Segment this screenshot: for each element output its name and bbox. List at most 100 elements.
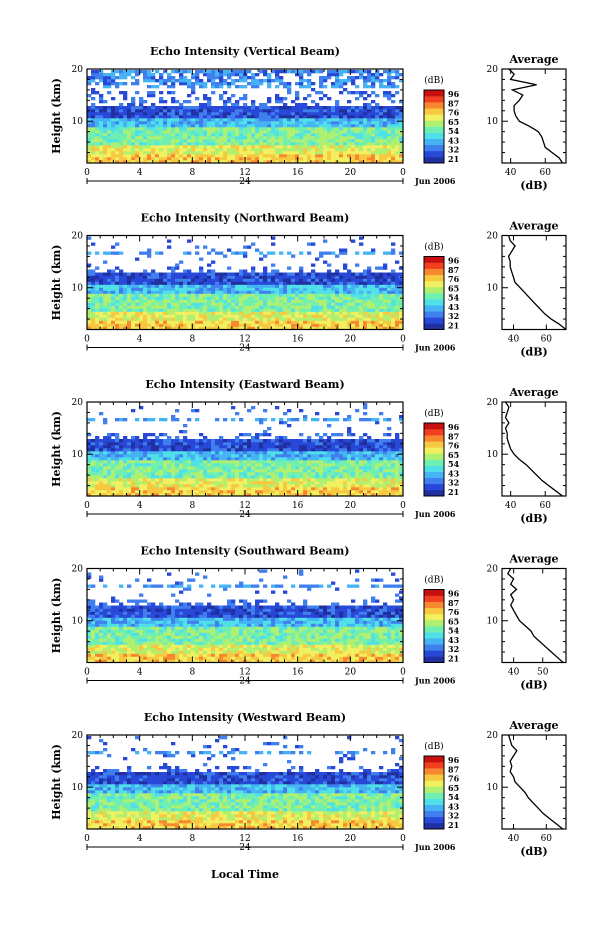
heatmap-cell [395, 115, 400, 119]
heatmap-cell [379, 478, 384, 482]
heatmap-cell [103, 466, 108, 470]
heatmap-cell [223, 308, 228, 312]
heatmap-cell [119, 70, 124, 74]
heatmap-cell [287, 287, 292, 291]
heatmap-cell [335, 314, 340, 318]
heatmap-cell [119, 460, 124, 464]
heatmap-cell [159, 472, 164, 476]
heatmap-cell [287, 142, 292, 146]
heatmap-cell [243, 154, 248, 158]
heatmap-cell [247, 472, 252, 476]
heatmap-cell [87, 127, 92, 131]
heatmap-cell [219, 466, 224, 470]
heatmap-cell [323, 278, 328, 282]
heatmap-cell [111, 154, 116, 158]
heatmap-cell [395, 469, 400, 473]
heatmap-cell [123, 475, 128, 479]
heatmap-cell [107, 314, 112, 318]
heatmap-cell [147, 281, 152, 285]
heatmap-cell [203, 109, 208, 113]
heatmap-cell [371, 154, 376, 158]
heatmap-cell [179, 320, 184, 324]
heatmap-cell [307, 326, 312, 330]
heatmap-cell [271, 314, 276, 318]
heatmap-cell [91, 478, 96, 482]
heatmap-cell [103, 82, 108, 86]
heatmap-cell [87, 487, 92, 491]
heatmap-cell [231, 130, 236, 134]
heatmap-cell [343, 136, 348, 140]
heatmap-cell [367, 106, 372, 110]
heatmap-cell [163, 112, 168, 116]
heatmap-cell [295, 91, 300, 95]
heatmap-cell [115, 466, 120, 470]
heatmap-cell [275, 148, 280, 152]
heatmap-cell [203, 151, 208, 155]
heatmap-cell [119, 154, 124, 158]
heatmap-cell [95, 311, 100, 315]
heatmap-cell [307, 293, 312, 297]
heatmap-cell [239, 296, 244, 300]
heatmap-cell [371, 484, 376, 488]
heatmap-cell [303, 454, 308, 458]
heatmap-cell [291, 481, 296, 485]
heatmap-cell [307, 323, 312, 327]
heatmap-cell [211, 133, 216, 137]
heatmap-cell [99, 118, 104, 122]
heatmap-cell [255, 73, 260, 77]
heatmap-cell [339, 466, 344, 470]
heatmap-cell [91, 484, 96, 488]
heatmap-cell [163, 100, 168, 104]
heatmap-cell [299, 142, 304, 146]
heatmap-cell [327, 124, 332, 128]
heatmap-cell [215, 130, 220, 134]
heatmap-cell [155, 490, 160, 494]
heatmap-cell [347, 136, 352, 140]
heatmap-cell [139, 100, 144, 104]
heatmap-cell [147, 320, 152, 324]
heatmap-cell [303, 323, 308, 327]
heatmap-cell [303, 493, 308, 497]
heatmap-cell [287, 154, 292, 158]
heatmap-cell [359, 299, 364, 303]
heatmap-cell [195, 490, 200, 494]
heatmap-cell [219, 481, 224, 485]
heatmap-cell [307, 281, 312, 285]
heatmap-cell [95, 266, 100, 270]
heatmap-cell [143, 302, 148, 306]
heatmap-cell [263, 478, 268, 482]
heatmap-cell [151, 142, 156, 146]
heatmap-cell [115, 136, 120, 140]
heatmap-cell [303, 106, 308, 110]
colorbar-tick-label: 43 [448, 302, 460, 312]
heatmap-cell [131, 124, 136, 128]
heatmap-cell [291, 151, 296, 155]
heatmap-cell [115, 76, 120, 80]
heatmap-cell [243, 293, 248, 297]
heatmap-cell [103, 281, 108, 285]
heatmap-cell [259, 317, 264, 321]
heatmap-cell [395, 145, 400, 149]
heatmap-cell [355, 130, 360, 134]
heatmap-cell [311, 82, 316, 86]
heatmap-cell [103, 311, 108, 315]
heatmap-cell [359, 139, 364, 143]
heatmap-cell [163, 284, 168, 288]
heatmap-cell [171, 278, 176, 282]
heatmap-cell [103, 130, 108, 134]
heatmap-cell [131, 160, 136, 164]
heatmap-cell [231, 275, 236, 279]
heatmap-cell [175, 154, 180, 158]
heatmap-cell [275, 320, 280, 324]
heatmap-cell [231, 103, 236, 107]
heatmap-cell [155, 157, 160, 161]
heatmap-cell [359, 142, 364, 146]
heatmap-cell [279, 314, 284, 318]
heatmap-cell [343, 311, 348, 315]
heatmap-cell [95, 481, 100, 485]
heatmap-cell [283, 299, 288, 303]
heatmap-cell [131, 475, 136, 479]
heatmap-cell [319, 484, 324, 488]
heatmap-cell [395, 142, 400, 146]
heatmap-cell [287, 127, 292, 131]
